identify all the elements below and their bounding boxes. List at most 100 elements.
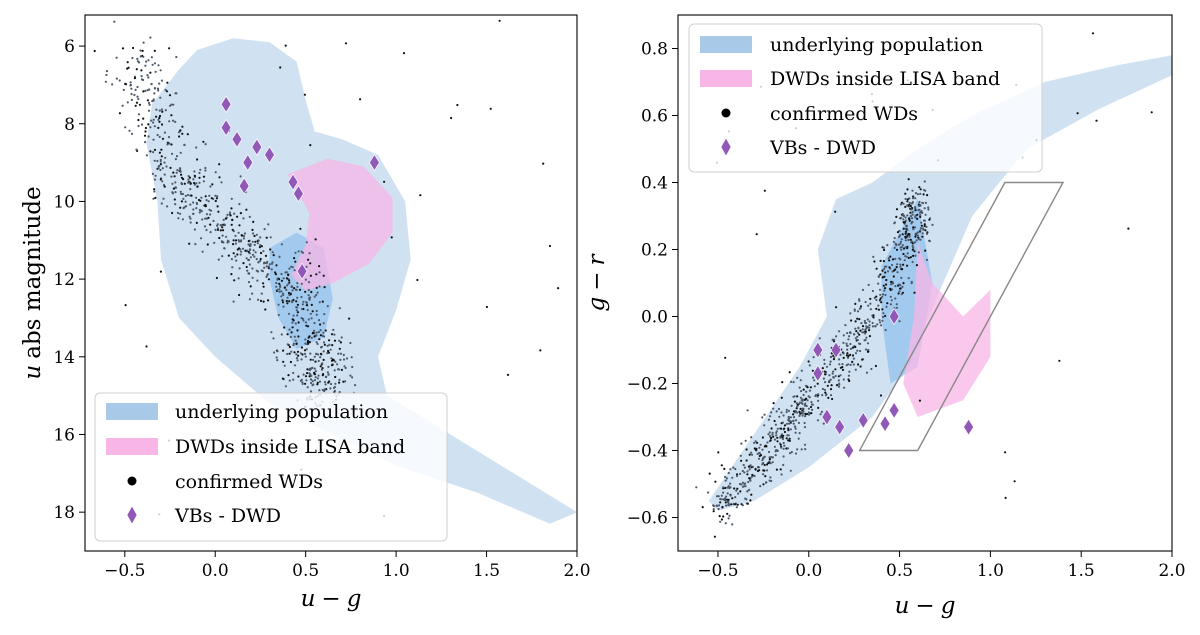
confirmed-wd-point — [316, 381, 319, 384]
confirmed-wd-point — [309, 373, 312, 376]
confirmed-wd-point — [160, 123, 164, 126]
confirmed-wd-point — [803, 404, 807, 407]
confirmed-wd-point — [251, 240, 254, 243]
confirmed-wd-point — [856, 338, 859, 342]
confirmed-wd-point — [318, 301, 321, 304]
confirmed-wd-point — [878, 288, 882, 291]
confirmed-wd-point — [750, 466, 753, 469]
confirmed-wd-point — [792, 416, 796, 419]
confirmed-wd-point — [843, 386, 846, 389]
confirmed-wd-point — [333, 333, 336, 336]
y-tick-label: 18 — [53, 503, 75, 523]
confirmed-wd-point — [156, 159, 159, 163]
confirmed-wd-point — [759, 485, 762, 488]
confirmed-wd-point — [820, 410, 824, 413]
confirmed-wd-point — [294, 339, 297, 342]
confirmed-wd-point — [162, 197, 165, 200]
confirmed-wd-point — [306, 339, 310, 343]
confirmed-wd-point — [243, 232, 246, 235]
confirmed-wd-point — [741, 469, 744, 473]
confirmed-wd-point — [180, 182, 183, 185]
confirmed-wd-point — [159, 96, 162, 99]
confirmed-wd-point — [314, 360, 317, 363]
confirmed-wd-point — [794, 427, 797, 430]
confirmed-wd-point — [823, 370, 826, 373]
confirmed-wd-point — [772, 407, 775, 410]
confirmed-wd-point — [313, 367, 316, 370]
confirmed-wd-point — [814, 393, 818, 397]
confirmed-wd-point — [794, 431, 797, 434]
confirmed-wd-point — [280, 333, 283, 336]
confirmed-wd-point — [789, 416, 793, 419]
confirmed-wd-point — [319, 352, 323, 355]
confirmed-wd-point — [796, 405, 799, 408]
confirmed-wd-point — [773, 438, 777, 441]
confirmed-wd-point — [309, 390, 313, 393]
left-vbs-dwd-scatter — [220, 95, 380, 281]
confirmed-wd-point — [875, 307, 878, 310]
confirmed-wd-point — [837, 385, 841, 388]
confirmed-wd-point — [878, 318, 881, 322]
confirmed-wd-point — [456, 103, 459, 107]
confirmed-wd-point — [756, 452, 759, 455]
left-legend-wd-label: confirmed WDs — [175, 471, 323, 493]
confirmed-wd-point — [920, 210, 923, 213]
confirmed-wd-point — [232, 239, 235, 242]
confirmed-wd-point — [315, 286, 318, 289]
confirmed-wd-point — [299, 352, 302, 355]
confirmed-wd-point — [924, 213, 927, 216]
confirmed-wd-point — [161, 167, 164, 170]
confirmed-wd-point — [287, 273, 290, 276]
confirmed-wd-point — [210, 197, 213, 200]
confirmed-wd-point — [232, 252, 235, 255]
confirmed-wd-point — [214, 199, 217, 203]
confirmed-wd-point — [857, 363, 860, 366]
confirmed-wd-point — [856, 310, 860, 313]
confirmed-wd-point — [305, 379, 308, 382]
confirmed-wd-point — [320, 368, 324, 371]
confirmed-wd-point — [308, 252, 311, 255]
confirmed-wd-point — [304, 278, 307, 281]
confirmed-wd-point — [896, 271, 899, 274]
confirmed-wd-point — [279, 66, 282, 69]
confirmed-wd-point — [867, 350, 870, 353]
confirmed-wd-point — [284, 385, 287, 388]
confirmed-wd-point — [773, 445, 777, 448]
confirmed-wd-point — [330, 359, 334, 362]
confirmed-wd-point — [207, 200, 210, 203]
confirmed-wd-point — [323, 335, 326, 338]
confirmed-wd-point — [199, 237, 203, 240]
confirmed-wd-point — [333, 339, 337, 342]
confirmed-wd-point — [883, 287, 887, 290]
confirmed-wd-point — [906, 245, 909, 248]
confirmed-wd-point — [745, 498, 748, 501]
confirmed-wd-point — [158, 164, 161, 167]
confirmed-wd-point — [766, 463, 769, 466]
confirmed-wd-point — [282, 293, 285, 297]
confirmed-wd-point — [884, 314, 887, 318]
confirmed-wd-point — [806, 399, 809, 402]
confirmed-wd-point — [801, 414, 804, 417]
confirmed-wd-point — [234, 242, 237, 245]
confirmed-wd-point — [910, 217, 914, 220]
confirmed-wd-point — [863, 319, 866, 323]
confirmed-wd-point — [286, 343, 289, 346]
x-tick-label: −0.5 — [104, 561, 145, 581]
confirmed-wd-point — [761, 436, 765, 439]
confirmed-wd-point — [305, 304, 308, 307]
confirmed-wd-point — [287, 282, 290, 285]
confirmed-wd-point — [150, 119, 153, 122]
confirmed-wd-point — [238, 203, 241, 206]
confirmed-wd-point — [234, 255, 237, 258]
confirmed-wd-point — [161, 110, 164, 113]
confirmed-wd-point — [899, 287, 902, 290]
confirmed-wd-point — [919, 188, 922, 191]
confirmed-wd-point — [214, 171, 217, 174]
confirmed-wd-point — [333, 385, 336, 389]
confirmed-wd-point — [794, 409, 797, 413]
confirmed-wd-point — [897, 292, 900, 295]
confirmed-wd-point — [174, 158, 177, 161]
y-tick-label: 0.6 — [641, 107, 668, 127]
confirmed-wd-point — [230, 273, 233, 276]
confirmed-wd-point — [450, 116, 453, 120]
